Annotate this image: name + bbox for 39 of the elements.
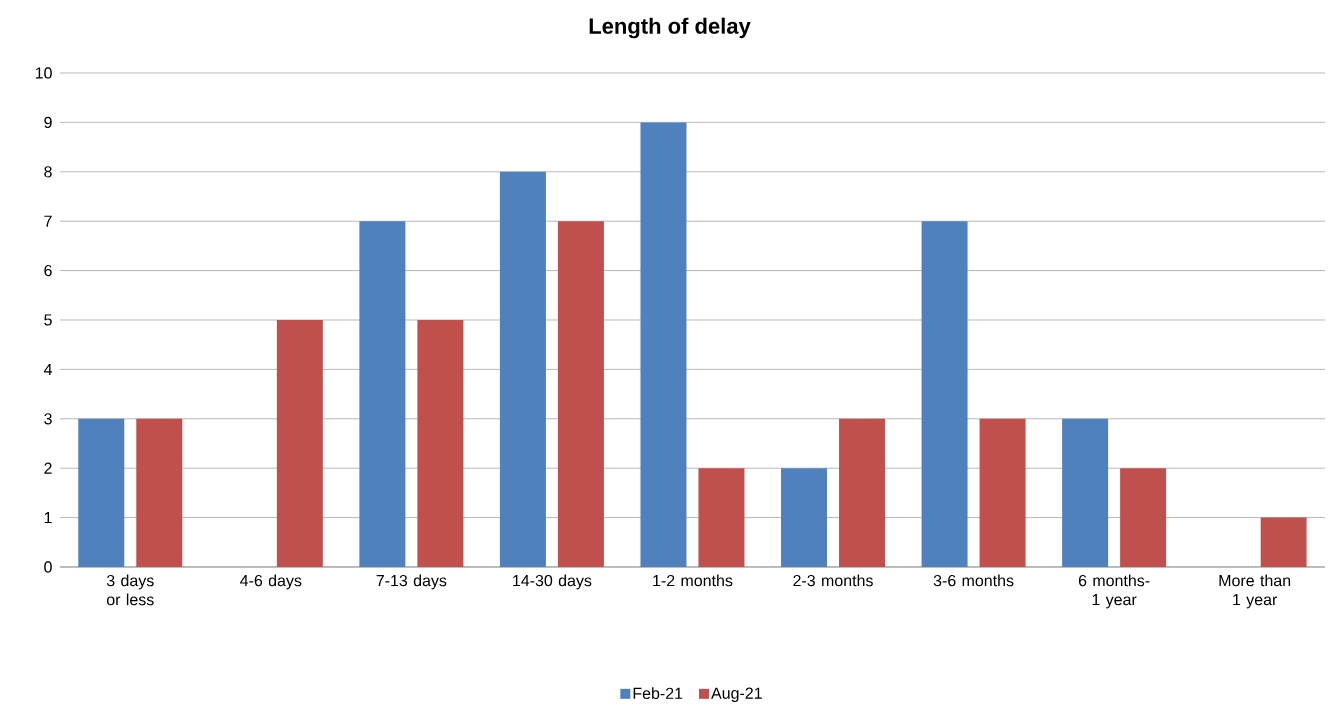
bar [921, 221, 968, 567]
x-tick-label: 6 months-1 year [1078, 574, 1150, 609]
bar [1260, 517, 1307, 567]
x-tick-label: 4-6 days [240, 574, 302, 590]
legend-label: Feb-21 [633, 687, 683, 700]
y-tick-label: 7 [44, 215, 52, 227]
x-tick-label: 14-30 days [513, 574, 592, 590]
legend-label: Aug-21 [711, 687, 762, 702]
bar [839, 418, 886, 567]
x-tick-label: 1-2 months [653, 574, 733, 587]
bar [698, 468, 745, 567]
bar [359, 221, 406, 567]
x-tick-label: 3-6 months [933, 574, 1014, 587]
y-tick-label: 5 [44, 314, 52, 326]
bar [640, 122, 687, 567]
bar [136, 418, 183, 567]
x-tick-label: 7-13 days [376, 574, 447, 590]
y-tick-label: 4 [43, 363, 52, 375]
x-tick-label: More than 1 year [1219, 574, 1291, 609]
y-tick-label: 10 [35, 67, 52, 79]
x-tick-label: 3 days or less [106, 574, 154, 606]
bar [276, 319, 323, 567]
bar [1062, 418, 1109, 567]
bar [781, 468, 828, 567]
y-tick-label: 9 [44, 116, 52, 129]
x-tick-label: 2-3 months [793, 574, 873, 587]
y-tick-label: 6 [44, 264, 52, 277]
bar [499, 171, 546, 567]
y-tick-label: 3 [44, 413, 52, 425]
bar [979, 418, 1026, 567]
y-tick-label: 8 [44, 166, 52, 178]
y-tick-label: 1 [44, 512, 52, 524]
bar [557, 221, 604, 567]
chart-title: Length of delay [589, 17, 751, 39]
bar [1120, 468, 1167, 567]
bar [78, 418, 125, 567]
y-tick-label: 0 [44, 561, 52, 573]
y-tick-label: 2 [44, 462, 52, 474]
bar [417, 319, 464, 567]
